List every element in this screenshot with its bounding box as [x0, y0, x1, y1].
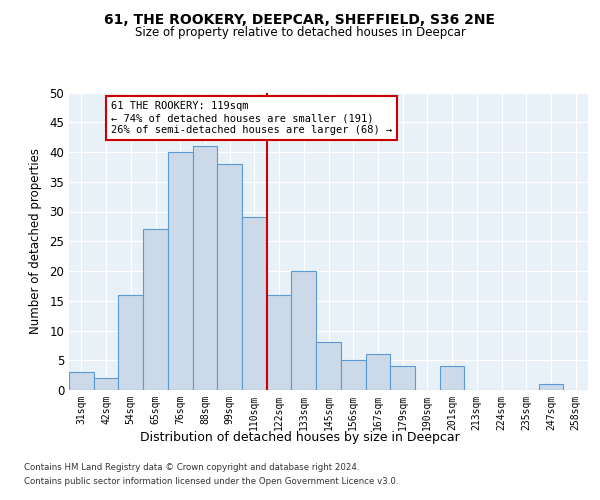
- Bar: [193, 146, 217, 390]
- Text: 61, THE ROOKERY, DEEPCAR, SHEFFIELD, S36 2NE: 61, THE ROOKERY, DEEPCAR, SHEFFIELD, S36…: [104, 12, 496, 26]
- Bar: [365, 354, 390, 390]
- Bar: [143, 230, 168, 390]
- Y-axis label: Number of detached properties: Number of detached properties: [29, 148, 43, 334]
- Text: 61 THE ROOKERY: 119sqm
← 74% of detached houses are smaller (191)
26% of semi-de: 61 THE ROOKERY: 119sqm ← 74% of detached…: [111, 102, 392, 134]
- Bar: [390, 366, 415, 390]
- Bar: [539, 384, 563, 390]
- Text: Contains public sector information licensed under the Open Government Licence v3: Contains public sector information licen…: [24, 477, 398, 486]
- Text: Contains HM Land Registry data © Crown copyright and database right 2024.: Contains HM Land Registry data © Crown c…: [24, 464, 359, 472]
- Bar: [316, 342, 341, 390]
- Bar: [118, 295, 143, 390]
- Bar: [292, 271, 316, 390]
- Bar: [242, 218, 267, 390]
- Bar: [69, 372, 94, 390]
- Bar: [267, 295, 292, 390]
- Bar: [94, 378, 118, 390]
- Bar: [217, 164, 242, 390]
- Text: Size of property relative to detached houses in Deepcar: Size of property relative to detached ho…: [134, 26, 466, 39]
- Bar: [440, 366, 464, 390]
- Bar: [168, 152, 193, 390]
- Bar: [341, 360, 365, 390]
- Text: Distribution of detached houses by size in Deepcar: Distribution of detached houses by size …: [140, 431, 460, 444]
